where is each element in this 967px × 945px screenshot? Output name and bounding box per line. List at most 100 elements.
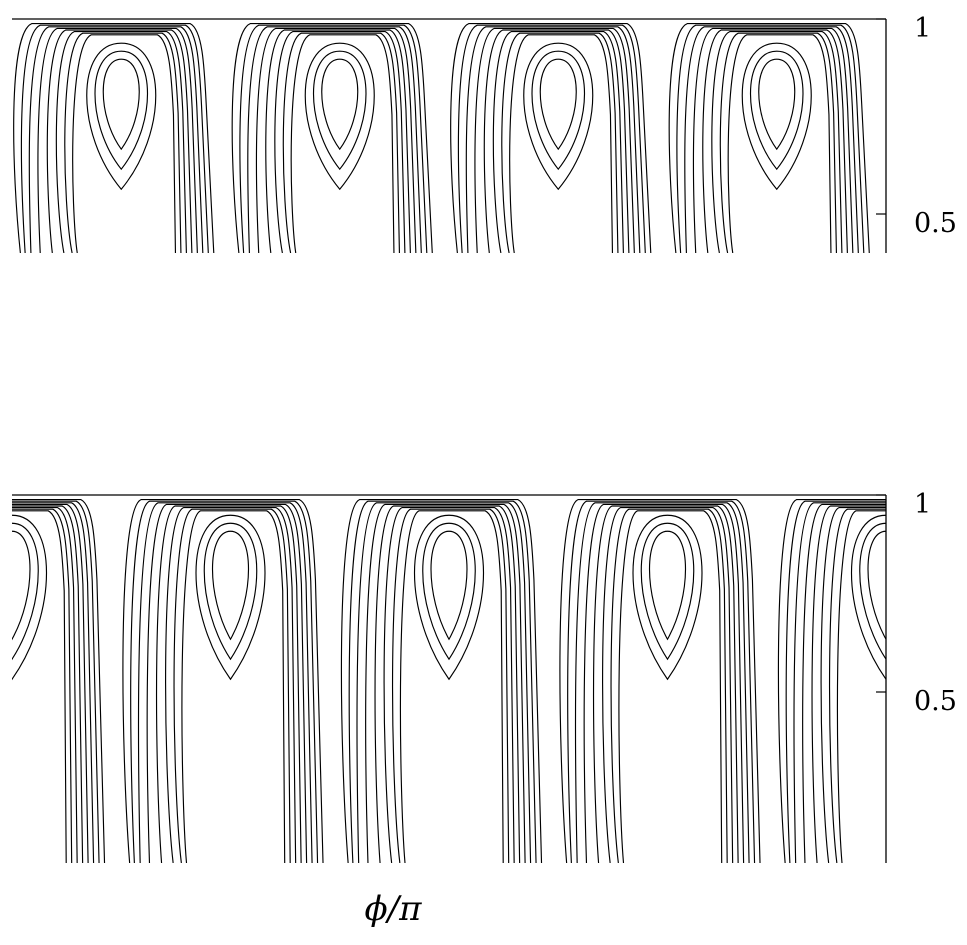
contour-line [758, 58, 796, 151]
contour-line [851, 514, 886, 681]
contour-line [559, 499, 761, 863]
contour-line [676, 24, 865, 253]
contour-line [28, 26, 204, 253]
contour-lines [12, 499, 886, 863]
contour-line [711, 31, 843, 253]
contour-panel-bottom: 1 0.5 [12, 489, 957, 863]
contour-line [313, 50, 367, 171]
contour-line [37, 27, 198, 253]
contour-line [785, 500, 886, 863]
contour-line [430, 530, 468, 641]
contour-line [719, 32, 837, 253]
contour-line [741, 42, 812, 191]
contour-line [539, 58, 577, 151]
contour-line [356, 502, 532, 863]
contour-line [46, 29, 193, 253]
contour-line [602, 507, 734, 863]
contour-line [181, 510, 286, 863]
contour-line [592, 505, 739, 863]
contour-line [12, 508, 73, 863]
contour-line [692, 27, 854, 253]
contour-line [290, 34, 395, 253]
contour-line [531, 50, 585, 171]
contour-lines [13, 23, 967, 253]
contour-line [457, 24, 646, 253]
contour-line [304, 42, 375, 191]
contour-line [12, 505, 84, 863]
contour-line [961, 43, 967, 189]
ytick-label-upper: 1 [914, 489, 931, 520]
contour-line [492, 31, 624, 253]
contour-line [828, 508, 886, 863]
contour-line [155, 505, 302, 863]
contour-line [86, 42, 157, 191]
contour-line [203, 522, 258, 661]
contour-line [802, 503, 886, 863]
contour-line [340, 499, 543, 863]
contour-line [523, 42, 594, 191]
contour-line [509, 34, 614, 253]
contour-line [465, 26, 641, 253]
contour-line [231, 23, 433, 253]
contour-line [632, 514, 703, 681]
contour-line [165, 507, 297, 863]
contour-line [282, 32, 400, 253]
contour-line [648, 530, 687, 641]
contour-line [867, 530, 886, 641]
contour-line [173, 508, 291, 863]
contour-line [12, 502, 95, 863]
contour-line [567, 500, 756, 863]
contour-line [684, 26, 859, 253]
contour-line [146, 503, 308, 863]
contour-line [239, 24, 428, 253]
contour-line [12, 507, 78, 863]
contour-line [640, 522, 695, 661]
contour-line [374, 505, 521, 863]
contour-line [414, 514, 484, 681]
contour-line [750, 50, 804, 171]
contour-line [583, 503, 745, 863]
contour-line [383, 507, 515, 863]
ytick-label-upper: 1 [914, 13, 931, 44]
contour-line [12, 510, 67, 863]
contour-line [793, 502, 886, 863]
ytick-label-lower: 0.5 [914, 208, 957, 239]
contour-line [321, 58, 359, 151]
contour-line [450, 23, 652, 253]
contour-line [348, 500, 537, 863]
contour-line [13, 23, 215, 253]
contour-line [274, 31, 406, 253]
contour-line [12, 530, 31, 641]
contour-line [391, 508, 510, 863]
contour-line [12, 514, 47, 681]
contour-line [247, 26, 422, 253]
contour-line [474, 27, 635, 253]
contour-line [195, 514, 266, 681]
contour-line [265, 29, 411, 253]
contour-line [811, 505, 886, 863]
contour-line [399, 510, 504, 863]
contour-line [483, 29, 630, 253]
contour-line [12, 500, 100, 863]
contour-line [64, 32, 182, 253]
contour-line [137, 502, 313, 863]
contour-line [365, 503, 526, 863]
contour-panel-top: 1 0.5 [12, 13, 967, 253]
contour-line [727, 34, 832, 253]
contour-line [12, 503, 89, 863]
contour-line [618, 510, 723, 863]
contour-line [72, 34, 177, 253]
contour-line [55, 31, 187, 253]
contour-line [777, 499, 886, 863]
contour-line [859, 522, 886, 661]
contour-line [255, 27, 417, 253]
contour-line [610, 508, 728, 863]
contour-line [102, 58, 140, 151]
contour-line [702, 29, 848, 253]
contour-line [574, 502, 750, 863]
contour-line [122, 499, 324, 863]
contour-line [94, 50, 148, 171]
contour-line [501, 32, 619, 253]
contour-line [20, 24, 209, 253]
